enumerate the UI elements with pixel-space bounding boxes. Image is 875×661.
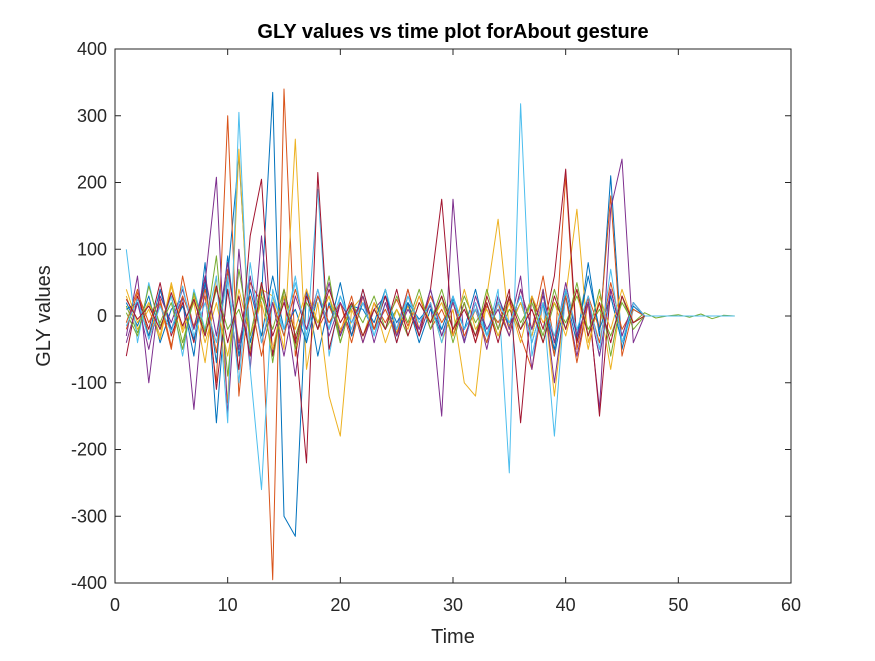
y-tick-label: 300 (77, 106, 107, 126)
series-line-2 (125, 88, 645, 581)
x-tick-label: 40 (556, 595, 576, 615)
y-tick-label: 0 (97, 306, 107, 326)
y-tick-label: -300 (71, 506, 107, 526)
series-line-7 (125, 168, 645, 464)
y-tick-label: 100 (77, 239, 107, 259)
x-axis-label: Time (431, 626, 475, 648)
y-tick-label: 200 (77, 173, 107, 193)
x-tick-label: 10 (218, 595, 238, 615)
x-tick-label: 0 (110, 595, 120, 615)
series-line-13 (125, 262, 645, 384)
y-tick-label: 400 (77, 39, 107, 59)
y-axis-label: GLY values (33, 265, 55, 367)
chart-title: GLY values vs time plot forAbout gesture (257, 21, 648, 43)
y-tick-label: -200 (71, 440, 107, 460)
series-line-1 (125, 91, 645, 537)
series-line-14 (125, 282, 645, 357)
y-axis-ticks: -400 -300 -200 -100 0 100 200 300 400 (71, 39, 791, 593)
x-axis-ticks: 0 10 20 30 40 50 60 (110, 49, 801, 615)
x-tick-label: 60 (781, 595, 801, 615)
x-tick-label: 50 (668, 595, 688, 615)
x-tick-label: 30 (443, 595, 463, 615)
y-tick-label: -100 (71, 373, 107, 393)
x-tick-label: 20 (330, 595, 350, 615)
series-lines (125, 88, 735, 581)
series-line-11 (125, 262, 645, 357)
series-line-9 (125, 268, 645, 364)
y-tick-label: -400 (71, 573, 107, 593)
